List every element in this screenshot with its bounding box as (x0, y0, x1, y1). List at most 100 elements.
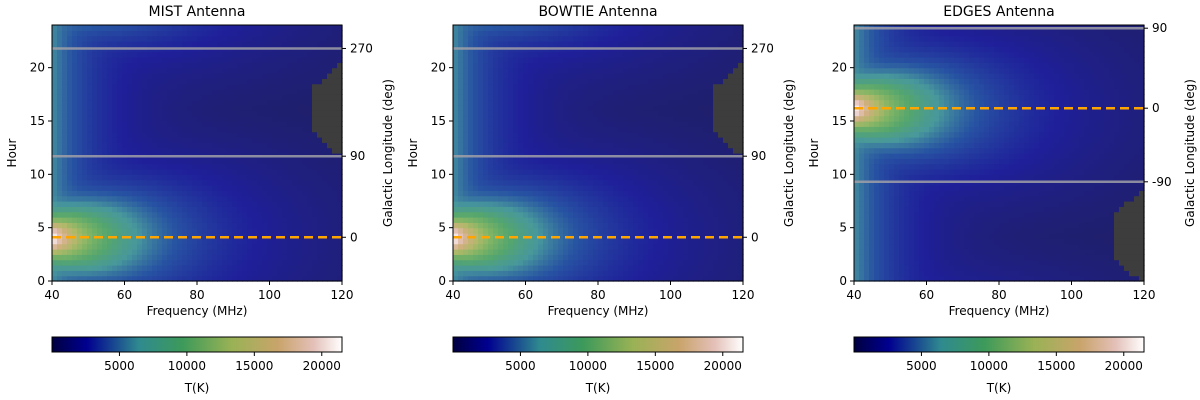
heat-cell (633, 211, 639, 218)
heat-cell (287, 131, 293, 138)
heat-cell (52, 275, 58, 282)
heat-cell (588, 169, 594, 175)
heat-cell (192, 158, 198, 165)
heat-cell (197, 121, 203, 127)
heat-cell (543, 137, 549, 143)
heat-cell (633, 30, 639, 37)
heat-cell (212, 259, 218, 266)
heat-cell (603, 83, 609, 90)
heat-cell (132, 51, 138, 58)
heat-cell (488, 195, 494, 202)
heat-cell (177, 110, 183, 117)
heat-cell (518, 179, 524, 186)
heat-cell (112, 94, 118, 101)
heat-cell (523, 131, 529, 138)
heat-cell (453, 57, 459, 63)
heat-cell (207, 217, 213, 223)
heat-cell (558, 131, 564, 138)
heat-cell (182, 99, 188, 106)
heat-cell (468, 190, 474, 197)
heat-cell (167, 110, 173, 117)
heat-cell (187, 233, 193, 239)
heat-cell (192, 62, 198, 69)
heat-cell (202, 25, 208, 31)
heat-cell (558, 105, 564, 111)
heat-cell (618, 254, 624, 261)
heat-cell (62, 51, 68, 58)
heat-cell (458, 25, 464, 31)
heat-cell (157, 233, 163, 239)
heat-cell (87, 185, 93, 191)
heat-cell (142, 169, 148, 175)
heat-cell (538, 147, 544, 154)
heat-cell (152, 275, 158, 282)
heat-cell (157, 41, 163, 47)
heat-cell (468, 195, 474, 202)
heat-cell (137, 94, 143, 101)
heat-cell (212, 57, 218, 63)
heat-cell (97, 137, 103, 143)
heat-cell (553, 217, 559, 223)
heat-cell (67, 57, 73, 63)
heat-cell (107, 217, 113, 223)
heat-cell (583, 126, 589, 133)
heat-cell (177, 195, 183, 202)
heat-cell (337, 51, 343, 58)
heat-cell (102, 51, 108, 58)
heat-cell (197, 227, 203, 234)
heat-cell (648, 243, 654, 250)
heat-cell (453, 179, 459, 186)
heat-cell (558, 121, 564, 127)
heat-cell (608, 238, 614, 245)
heat-cell (167, 99, 173, 106)
heat-cell (658, 30, 664, 37)
heat-cell (608, 73, 614, 79)
heat-cell (252, 201, 258, 207)
heat-cell (332, 137, 338, 143)
heat-cell (77, 62, 83, 69)
heat-cell (282, 201, 288, 207)
heat-cell (267, 254, 273, 261)
heat-cell (302, 185, 308, 191)
heat-cell (613, 73, 619, 79)
heat-cell (112, 222, 118, 229)
heat-cell (267, 110, 273, 117)
heat-cell (222, 142, 228, 149)
heat-cell (197, 35, 203, 42)
heat-cell (257, 105, 263, 111)
heat-cell (72, 233, 78, 239)
heat-cell (247, 163, 253, 170)
heat-cell (568, 78, 574, 85)
heat-cell (337, 163, 343, 170)
heat-cell (252, 238, 258, 245)
heat-cell (553, 238, 559, 245)
heat-cell (142, 25, 148, 31)
heat-cell (182, 265, 188, 271)
heat-cell (137, 25, 143, 31)
heat-cell (282, 105, 288, 111)
heat-cell (588, 41, 594, 47)
heat-cell (82, 249, 88, 255)
heat-cell (122, 195, 128, 202)
heat-cell (172, 217, 178, 223)
colorbar-label: T(K) (184, 381, 210, 395)
heat-cell (52, 110, 58, 117)
heat-cell (252, 259, 258, 266)
heat-cell (222, 115, 228, 122)
heat-cell (177, 275, 183, 282)
heat-cell (62, 190, 68, 197)
heat-cell (523, 259, 529, 266)
heat-cell (212, 89, 218, 95)
heat-cell (82, 275, 88, 282)
heat-cell (337, 57, 343, 63)
heat-cell (97, 67, 103, 74)
heat-cell (648, 163, 654, 170)
heat-cell (508, 169, 514, 175)
heat-cell (573, 238, 579, 245)
heat-cell (317, 35, 323, 42)
heat-cell (332, 30, 338, 37)
heat-cell (312, 158, 318, 165)
heat-cell (57, 217, 63, 223)
heat-cell (618, 238, 624, 245)
heat-cell (668, 78, 674, 85)
